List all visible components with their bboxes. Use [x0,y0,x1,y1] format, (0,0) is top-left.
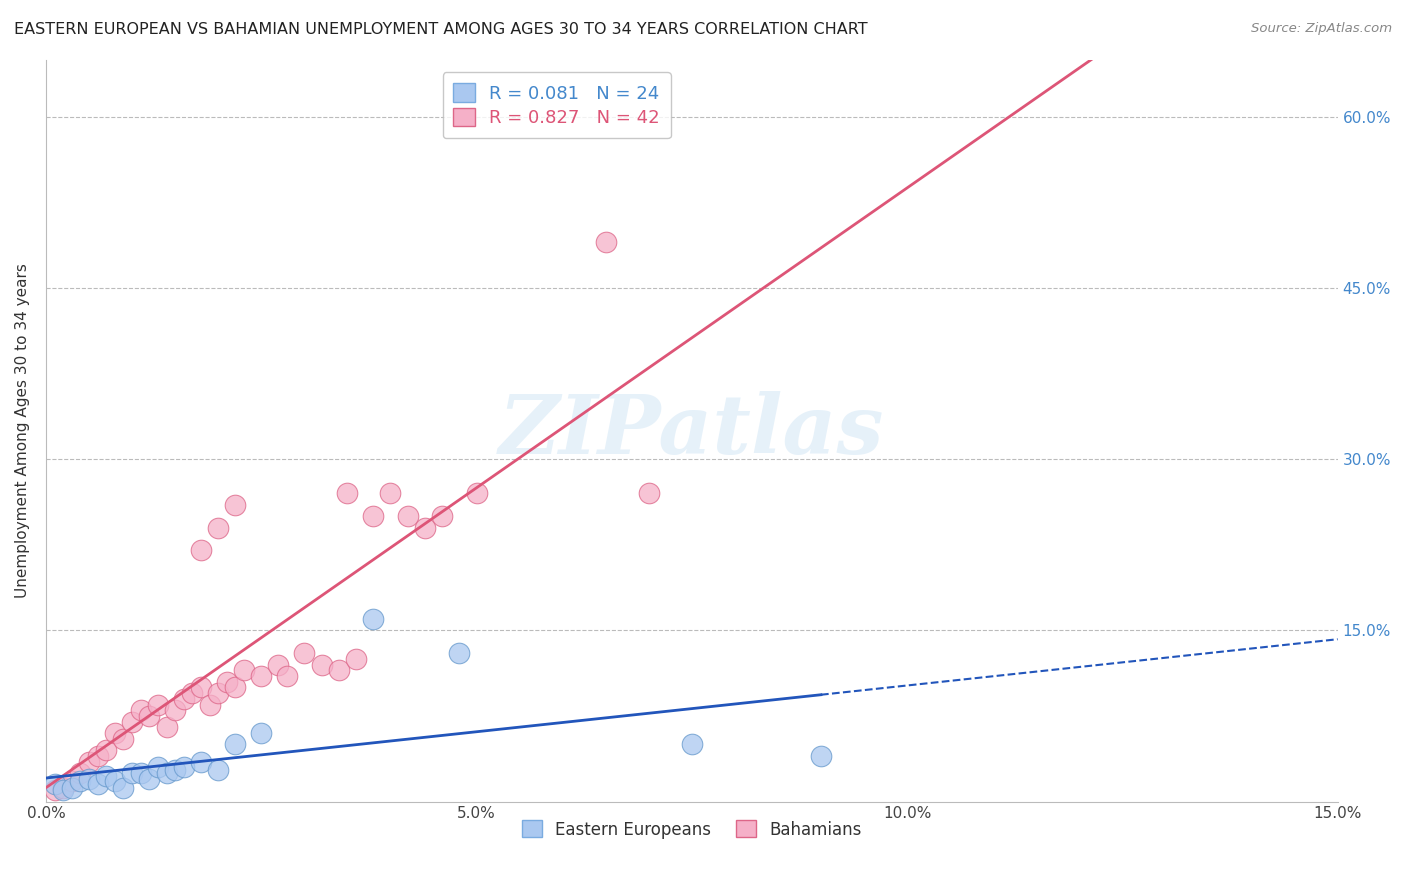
Point [396,509,419,524]
Point [449,646,471,660]
Point [96,743,118,757]
Point [430,509,453,524]
Point [198,698,221,712]
Point [190,543,212,558]
Point [215,674,238,689]
Point [138,709,160,723]
Point [207,686,229,700]
Point [465,486,488,500]
Point [224,738,246,752]
Point [292,646,315,660]
Point [60,780,83,795]
Point [112,780,135,795]
Point [361,509,384,524]
Point [52,780,75,795]
Point [190,755,212,769]
Point [121,766,143,780]
Point [224,498,246,512]
Point [129,766,152,780]
Point [361,612,384,626]
Point [207,520,229,534]
Point [129,703,152,717]
Point [595,235,617,250]
Point [155,720,177,734]
Legend: Eastern Europeans, Bahamians: Eastern Europeans, Bahamians [515,814,869,846]
Point [104,726,127,740]
Point [173,691,195,706]
Point [77,772,100,786]
Point [112,731,135,746]
Text: Source: ZipAtlas.com: Source: ZipAtlas.com [1251,22,1392,36]
Point [121,714,143,729]
Point [681,738,703,752]
Point [77,755,100,769]
Point [250,726,273,740]
Point [344,652,367,666]
Point [155,766,177,780]
Point [207,763,229,777]
Point [44,777,66,791]
Point [138,772,160,786]
Point [104,774,127,789]
Point [146,760,169,774]
Point [86,777,108,791]
Point [165,763,187,777]
Point [224,681,246,695]
Point [276,669,298,683]
Point [413,520,436,534]
Y-axis label: Unemployment Among Ages 30 to 34 years: Unemployment Among Ages 30 to 34 years [15,263,30,598]
Point [173,760,195,774]
Point [44,783,66,797]
Point [637,486,659,500]
Point [165,703,187,717]
Point [267,657,290,672]
Point [810,748,832,763]
Point [60,774,83,789]
Text: EASTERN EUROPEAN VS BAHAMIAN UNEMPLOYMENT AMONG AGES 30 TO 34 YEARS CORRELATION : EASTERN EUROPEAN VS BAHAMIAN UNEMPLOYMEN… [14,22,868,37]
Point [96,769,118,783]
Text: ZIPatlas: ZIPatlas [499,391,884,471]
Point [233,663,256,677]
Point [86,748,108,763]
Point [69,766,91,780]
Point [336,486,359,500]
Point [181,686,204,700]
Point [311,657,333,672]
Point [69,774,91,789]
Point [328,663,350,677]
Point [250,669,273,683]
Point [52,783,75,797]
Point [380,486,402,500]
Point [146,698,169,712]
Point [190,681,212,695]
